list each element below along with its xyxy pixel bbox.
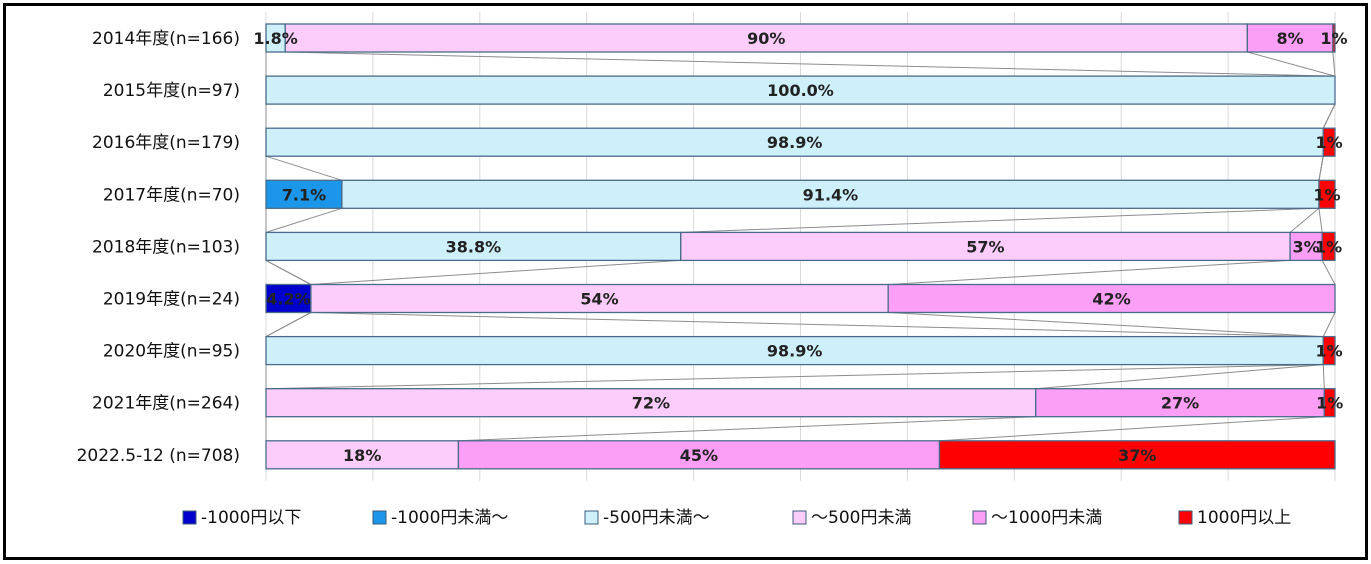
bar-segment: [1035, 388, 1325, 418]
data-label: 37%: [1118, 446, 1156, 465]
data-label: 8%: [1277, 29, 1304, 48]
category-label: 2018年度(n=103): [92, 237, 240, 257]
series-line: [1322, 364, 1325, 389]
category-label: 2021年度(n=264): [92, 394, 240, 414]
series-line: [1318, 208, 1323, 233]
bar-segment: [1322, 127, 1336, 157]
category-label: 2020年度(n=95): [103, 342, 240, 362]
data-label: 1%: [1313, 185, 1340, 204]
data-label: 38.8%: [446, 237, 502, 256]
bar-segment: [938, 440, 1336, 470]
data-label: 54%: [580, 290, 618, 309]
data-label: 98.9%: [767, 133, 823, 152]
series-line: [265, 364, 1324, 390]
series-line: [1247, 51, 1336, 77]
data-label: 1%: [1316, 394, 1343, 413]
bar-segment: [1332, 23, 1336, 53]
bar-segment: [265, 231, 682, 262]
series-line: [1035, 364, 1324, 390]
data-label: 1.8%: [253, 29, 297, 48]
series-line: [458, 416, 1036, 442]
category-label: 2015年度(n=97): [103, 81, 240, 101]
data-label: 3%: [1293, 237, 1320, 256]
data-label: 57%: [966, 237, 1004, 256]
legend-label: ～500円未満: [811, 508, 911, 528]
series-line: [1318, 156, 1324, 181]
bar-segment: [265, 179, 343, 209]
category-label: 2022.5-12 (n=708): [77, 446, 240, 466]
category-label: 2016年度(n=179): [92, 133, 240, 153]
category-label: 2017年度(n=70): [103, 185, 240, 205]
series-line: [265, 312, 312, 338]
data-label: 1%: [1320, 29, 1347, 48]
bar-segment: [1321, 231, 1336, 262]
bar-segment: [1322, 335, 1336, 366]
series-line: [1332, 51, 1336, 77]
category-label: 2014年度(n=166): [92, 29, 240, 49]
data-label: 18%: [343, 446, 381, 465]
series-line: [1322, 312, 1336, 337]
legend-swatch: [792, 510, 807, 525]
legend-label: -1000円未満～: [391, 508, 508, 528]
bar-segment: [265, 75, 1336, 105]
data-label: 98.9%: [767, 342, 823, 361]
bar-segment: [680, 231, 1291, 262]
series-line: [265, 259, 312, 285]
series-line: [680, 207, 1319, 233]
bar-segment: [265, 440, 460, 470]
legend-swatch: [972, 510, 987, 525]
bar-segment: [265, 283, 312, 314]
bar-segment: [265, 127, 1324, 157]
bar-segment: [284, 23, 1248, 53]
legend-swatch: [182, 510, 197, 525]
series-line: [888, 312, 1324, 338]
series-line: [1322, 103, 1336, 129]
legend: -1000円以下 -1000円未満～ -500円未満～ ～500円未満 ～1000円未満…: [182, 508, 1291, 528]
category-label: 2019年度(n=24): [103, 290, 240, 310]
data-label: 42%: [1092, 290, 1130, 309]
bar-segment: [1323, 388, 1336, 418]
category-labels: 2014年度(n=166) 2015年度(n=97) 2016年度(n=179) 20…: [77, 29, 240, 466]
legend-label: -500円未満～: [603, 508, 710, 528]
bar-segment: [1318, 179, 1336, 209]
series-line: [310, 259, 681, 285]
legend-label: ～1000円未満: [991, 508, 1102, 528]
series-line: [265, 155, 343, 181]
bar-segment: [457, 440, 941, 470]
data-labels: 1.8% 90% 8% 1% 100.0% 98.9% 1% 7.1% 91.4% 1% 38.8%…: [253, 29, 1347, 465]
bars: [265, 23, 1336, 470]
legend-label: -1000円以下: [201, 508, 301, 528]
bar-segment: [1246, 23, 1334, 53]
data-label: 91.4%: [803, 185, 859, 204]
legend-label: 1000円以上: [1197, 508, 1291, 528]
series-line: [939, 416, 1325, 442]
series-connector-lines: [265, 51, 1336, 442]
data-label: 27%: [1161, 394, 1199, 413]
bar-segment: [887, 283, 1336, 314]
data-label: 1%: [1316, 133, 1343, 152]
bar-segment: [341, 179, 1320, 209]
bar-segment: [310, 283, 889, 314]
series-line: [265, 207, 343, 233]
series-line: [1321, 260, 1336, 285]
legend-swatch: [1178, 510, 1193, 525]
legend-swatch: [372, 510, 387, 525]
series-line: [285, 51, 1336, 77]
data-label: 7.1%: [282, 185, 326, 204]
series-line: [310, 312, 1324, 338]
series-line: [888, 259, 1291, 285]
legend-swatch: [584, 510, 599, 525]
data-label: 45%: [680, 446, 718, 465]
data-label: 1%: [1316, 342, 1343, 361]
data-label: 90%: [747, 29, 785, 48]
data-label: 72%: [632, 394, 670, 413]
series-line: [1289, 207, 1320, 233]
data-label: 100.0%: [767, 81, 834, 100]
data-label: 4.2%: [266, 290, 310, 309]
data-label: 1%: [1315, 237, 1342, 256]
